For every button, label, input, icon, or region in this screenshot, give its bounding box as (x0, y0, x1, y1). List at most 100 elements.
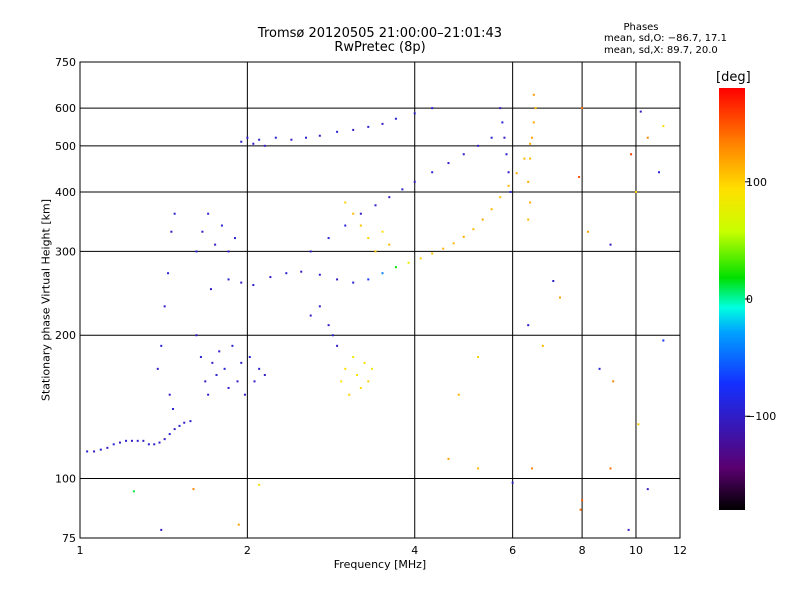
data-point (227, 278, 230, 281)
data-point (490, 136, 493, 139)
data-point (173, 428, 176, 431)
data-point (153, 443, 156, 446)
data-point (499, 107, 502, 110)
y-tick-label: 300 (55, 245, 76, 258)
data-point (413, 112, 416, 115)
data-point (233, 237, 236, 240)
data-point (609, 243, 612, 246)
data-point (263, 374, 266, 377)
data-point (490, 208, 493, 211)
data-point (204, 380, 207, 383)
data-point (99, 448, 102, 451)
data-point (462, 153, 465, 156)
data-point (236, 380, 239, 383)
data-point (356, 374, 359, 377)
data-point (172, 407, 175, 410)
data-point (530, 467, 533, 470)
data-point (160, 344, 163, 347)
x-tick-label: 4 (411, 544, 418, 557)
data-point (367, 278, 370, 281)
data-point (507, 171, 510, 174)
y-tick-label: 500 (55, 140, 76, 153)
data-point (243, 393, 246, 396)
data-point (211, 361, 214, 364)
y-tick-label: 400 (55, 186, 76, 199)
data-point (318, 134, 321, 137)
data-point (472, 228, 475, 231)
data-point (183, 421, 186, 424)
grid (80, 62, 680, 538)
data-point (627, 528, 630, 531)
data-point (220, 224, 223, 227)
data-point (431, 252, 434, 255)
data-point (477, 356, 480, 359)
data-point (125, 439, 128, 442)
data-point (195, 334, 198, 337)
data-point (318, 273, 321, 276)
data-point (381, 122, 384, 125)
data-point (237, 523, 240, 526)
chart-subtitle: RwPretec (8p) (334, 40, 426, 55)
data-point (106, 446, 109, 449)
data-point (192, 488, 195, 491)
data-point (598, 367, 601, 370)
data-point (481, 218, 484, 221)
data-point (527, 218, 530, 221)
data-point (352, 281, 355, 284)
colorbar (719, 88, 745, 510)
x-tick-label: 2 (244, 544, 251, 557)
data-point (381, 230, 384, 233)
colorbar-tick-label: 0 (746, 293, 753, 306)
data-point (305, 136, 308, 139)
data-point (258, 367, 261, 370)
x-tick-label: 10 (629, 544, 643, 557)
data-point (662, 125, 665, 128)
data-point (130, 439, 133, 442)
x-tick-label: 6 (509, 544, 516, 557)
data-point (509, 190, 512, 193)
data-point (374, 250, 377, 253)
data-point (300, 270, 303, 273)
data-point (529, 157, 532, 160)
data-point (269, 276, 272, 279)
data-point (503, 136, 506, 139)
data-point (344, 201, 347, 204)
data-point (167, 272, 170, 275)
data-point (207, 393, 210, 396)
data-point (195, 250, 198, 253)
colorbar-tick-label: −100 (746, 410, 776, 423)
data-point (578, 175, 581, 178)
data-point (529, 142, 532, 145)
data-point (344, 224, 347, 227)
data-point (541, 344, 544, 347)
data-point (447, 162, 450, 165)
data-point (388, 196, 391, 199)
data-point (189, 420, 192, 423)
data-point (359, 386, 362, 389)
data-point (168, 393, 171, 396)
data-point (309, 314, 312, 317)
data-point (462, 235, 465, 238)
colorbar-ticks: 100 0 −100 (745, 176, 776, 423)
data-point (388, 243, 391, 246)
data-point (630, 153, 633, 156)
data-point (86, 450, 89, 453)
data-point (558, 296, 561, 299)
data-point (367, 237, 370, 240)
data-point (381, 272, 384, 275)
data-point (227, 386, 230, 389)
data-point (581, 499, 584, 502)
plot-frame (79, 61, 681, 539)
data-point (118, 441, 121, 444)
data-point (160, 528, 163, 531)
data-point (201, 230, 204, 233)
data-point (318, 305, 321, 308)
data-point (248, 356, 251, 359)
data-point (527, 180, 530, 183)
data-point (431, 107, 434, 110)
data-point (646, 136, 649, 139)
data-point (532, 121, 535, 124)
data-point (419, 257, 422, 260)
data-point (142, 439, 145, 442)
data-point (431, 171, 434, 174)
